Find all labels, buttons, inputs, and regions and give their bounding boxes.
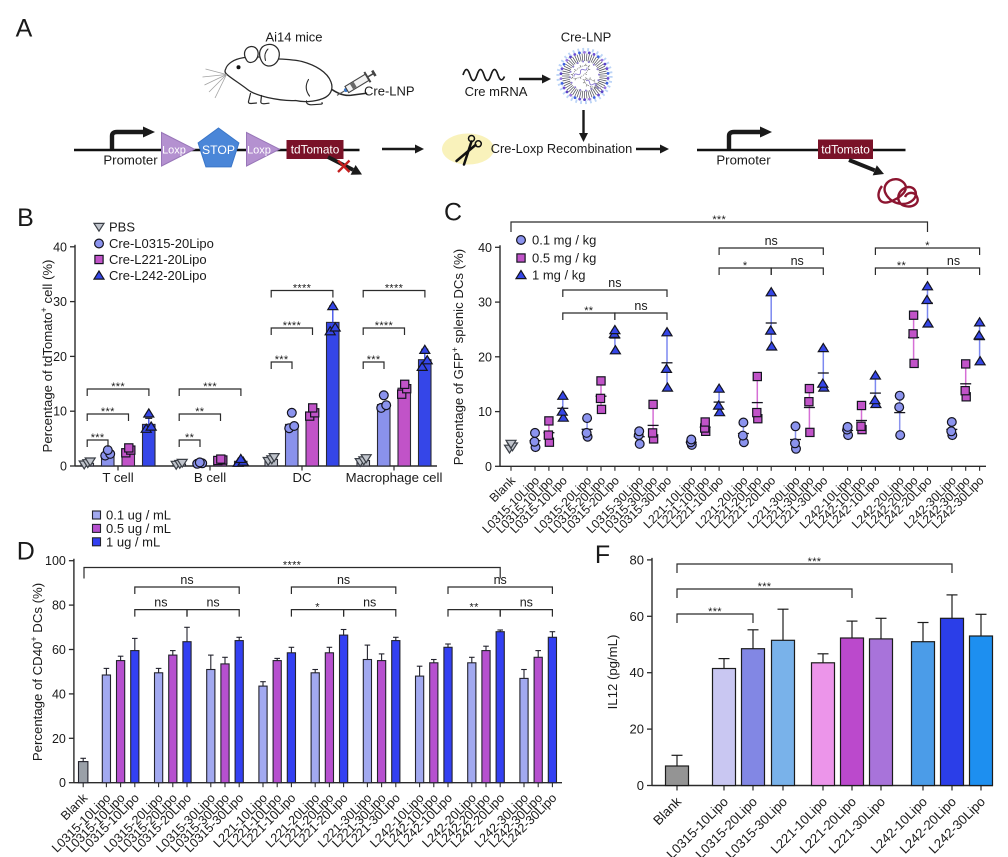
svg-text:0: 0: [637, 778, 644, 793]
svg-text:0: 0: [60, 460, 67, 474]
svg-text:**: **: [470, 602, 480, 614]
svg-text:A: A: [16, 14, 33, 42]
svg-text:Cre-LNP: Cre-LNP: [364, 84, 415, 99]
svg-text:**: **: [584, 305, 594, 317]
svg-text:*: *: [743, 260, 748, 272]
svg-text:ns: ns: [206, 596, 219, 610]
svg-text:***: ***: [91, 432, 105, 444]
svg-text:***: ***: [808, 556, 822, 568]
svg-text:30: 30: [478, 296, 492, 310]
svg-text:****: ****: [293, 283, 312, 295]
svg-text:0: 0: [59, 776, 66, 790]
svg-text:ns: ns: [634, 299, 647, 313]
svg-text:0.1 ug / mL: 0.1 ug / mL: [106, 508, 171, 523]
svg-text:STOP: STOP: [202, 143, 235, 157]
svg-text:80: 80: [52, 599, 66, 613]
svg-text:80: 80: [630, 552, 644, 567]
svg-text:F: F: [595, 541, 610, 569]
svg-text:***: ***: [708, 606, 722, 618]
svg-text:Cre mRNA: Cre mRNA: [465, 84, 528, 99]
svg-text:20: 20: [52, 732, 66, 746]
svg-text:60: 60: [630, 609, 644, 624]
svg-text:Percentage of CD40+ DCs (%): Percentage of CD40+ DCs (%): [29, 583, 45, 761]
svg-text:C: C: [444, 199, 462, 227]
svg-text:***: ***: [111, 381, 125, 393]
svg-text:tdTomato: tdTomato: [821, 143, 870, 157]
svg-text:Loxp: Loxp: [162, 145, 186, 157]
svg-text:Percentage of GFP+ splenic DCs: Percentage of GFP+ splenic DCs (%): [450, 249, 466, 465]
svg-text:***: ***: [101, 406, 115, 418]
svg-text:ns: ns: [791, 254, 804, 268]
svg-text:0.1 mg / kg: 0.1 mg / kg: [532, 233, 596, 248]
svg-text:B: B: [17, 204, 34, 232]
svg-text:***: ***: [758, 581, 772, 593]
svg-text:20: 20: [53, 350, 67, 364]
svg-text:ns: ns: [363, 596, 376, 610]
svg-text:Percentage of tdTomato+ cell (: Percentage of tdTomato+ cell (%): [39, 260, 55, 453]
svg-text:**: **: [195, 406, 205, 418]
svg-text:***: ***: [203, 381, 217, 393]
svg-text:****: ****: [283, 320, 302, 332]
svg-text:tdTomato: tdTomato: [291, 143, 340, 157]
svg-text:0: 0: [485, 460, 492, 474]
svg-text:Cre-L221-20Lipo: Cre-L221-20Lipo: [109, 252, 207, 267]
svg-text:ns: ns: [154, 596, 167, 610]
svg-text:***: ***: [275, 354, 289, 366]
svg-text:IL12 (pg/mL): IL12 (pg/mL): [605, 635, 620, 710]
svg-text:ns: ns: [608, 276, 621, 290]
svg-text:PBS: PBS: [109, 220, 135, 235]
svg-text:10: 10: [53, 405, 67, 419]
svg-text:30: 30: [53, 295, 67, 309]
svg-text:****: ****: [375, 320, 394, 332]
svg-text:ns: ns: [765, 234, 778, 248]
svg-text:D: D: [17, 537, 35, 565]
svg-text:****: ****: [283, 560, 302, 572]
svg-text:0.5 ug / mL: 0.5 ug / mL: [106, 521, 171, 536]
svg-text:*: *: [925, 240, 930, 252]
svg-text:*: *: [315, 602, 320, 614]
svg-text:1 mg / kg: 1 mg / kg: [532, 268, 585, 283]
svg-text:B cell: B cell: [194, 470, 226, 485]
svg-text:T cell: T cell: [102, 470, 133, 485]
svg-text:Macrophage cell: Macrophage cell: [346, 470, 443, 485]
svg-text:60: 60: [52, 643, 66, 657]
svg-text:ns: ns: [337, 573, 350, 587]
svg-text:1 ug / mL: 1 ug / mL: [106, 534, 160, 549]
svg-text:ns: ns: [180, 573, 193, 587]
svg-text:40: 40: [52, 687, 66, 701]
svg-text:10: 10: [478, 405, 492, 419]
svg-text:Promoter: Promoter: [103, 153, 158, 168]
svg-text:Ai14 mice: Ai14 mice: [265, 30, 322, 45]
svg-text:20: 20: [478, 350, 492, 364]
svg-text:**: **: [185, 432, 195, 444]
svg-text:Loxp: Loxp: [247, 145, 271, 157]
svg-text:20: 20: [630, 722, 644, 737]
svg-text:40: 40: [53, 240, 67, 254]
svg-text:Cre-L242-20Lipo: Cre-L242-20Lipo: [109, 268, 207, 283]
svg-text:40: 40: [478, 241, 492, 255]
svg-text:Cre-LNP: Cre-LNP: [561, 30, 612, 45]
svg-text:**: **: [897, 260, 907, 272]
svg-text:Promoter: Promoter: [716, 153, 771, 168]
svg-text:ns: ns: [494, 573, 507, 587]
svg-text:Cre-Loxp Recombination: Cre-Loxp Recombination: [491, 141, 633, 156]
svg-text:***: ***: [367, 354, 381, 366]
svg-text:****: ****: [385, 283, 404, 295]
svg-text:ns: ns: [947, 254, 960, 268]
svg-text:100: 100: [45, 554, 66, 568]
svg-text:Cre-L0315-20Lipo: Cre-L0315-20Lipo: [109, 236, 214, 251]
svg-text:ns: ns: [520, 596, 533, 610]
svg-text:DC: DC: [292, 470, 312, 485]
svg-text:0.5 mg / kg: 0.5 mg / kg: [532, 251, 596, 266]
svg-text:***: ***: [712, 214, 726, 226]
svg-text:40: 40: [630, 665, 644, 680]
